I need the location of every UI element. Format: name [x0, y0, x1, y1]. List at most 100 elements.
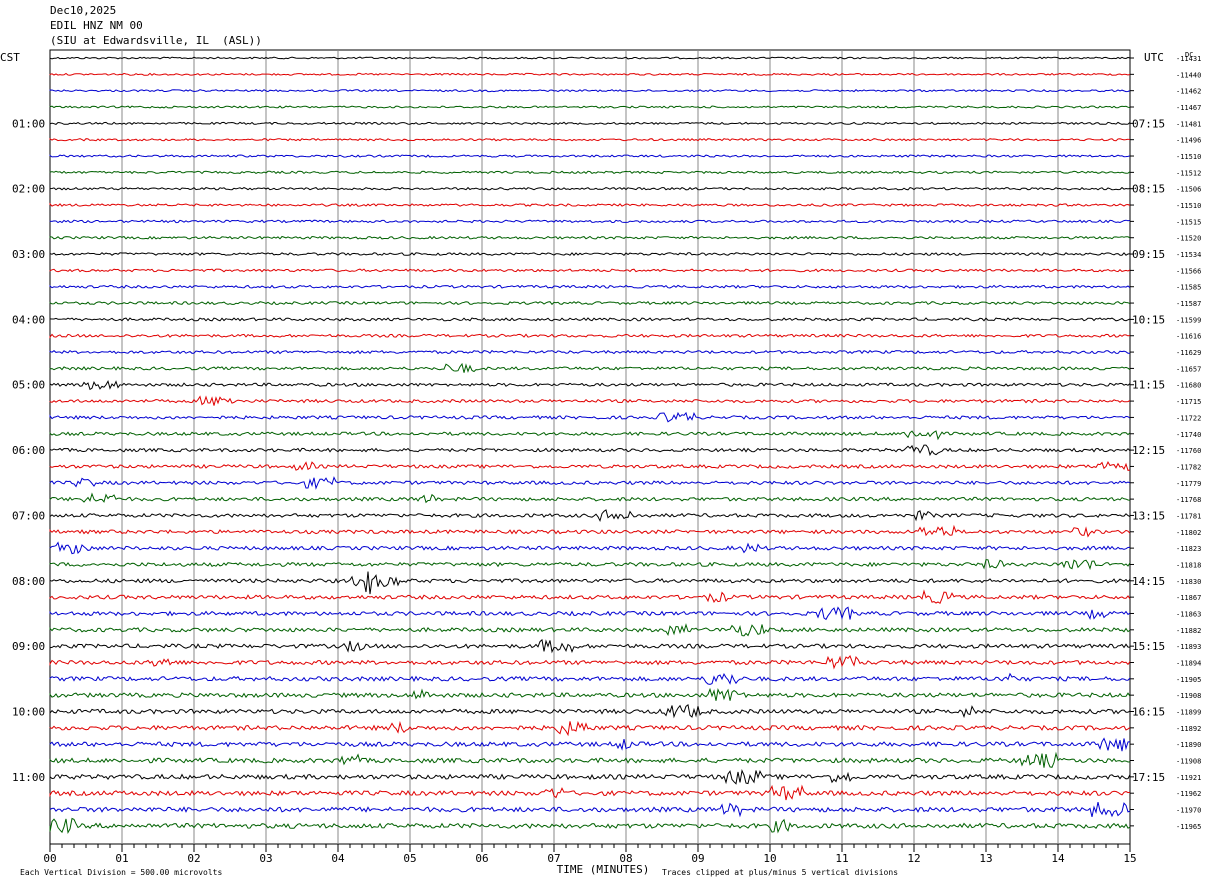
seismic-trace: [49, 380, 1131, 391]
seismic-trace: [49, 606, 1131, 621]
footer-right-note: Traces clipped at plus/minus 5 vertical …: [662, 868, 898, 877]
left-hour-label: 08:00: [12, 575, 45, 588]
x-tick-label: 10: [763, 852, 776, 865]
seismic-trace: [49, 704, 1131, 719]
seismic-trace: [49, 541, 1131, 555]
header-location: (SIU at Edwardsville, IL (ASL)): [50, 34, 262, 47]
dc-offset-label: -11534: [1176, 251, 1201, 259]
dc-offset-label: -11890: [1176, 741, 1201, 749]
dc-offset-label: -11760: [1176, 447, 1201, 455]
right-hour-label: 14:15: [1132, 575, 1165, 588]
dc-offset-label: -11566: [1176, 267, 1201, 275]
dc-offset-label: -11962: [1176, 790, 1201, 798]
dc-offset-label: -11882: [1176, 627, 1201, 635]
x-tick-label: 01: [115, 852, 128, 865]
right-zone-label: UTC: [1144, 51, 1164, 64]
dc-offset-label: -11740: [1176, 431, 1201, 439]
seismic-trace: [49, 817, 1131, 835]
left-hour-label: 06:00: [12, 444, 45, 457]
dc-offset-label: -11715: [1176, 398, 1201, 406]
dc-offset-label: -11431: [1176, 55, 1201, 63]
dc-offset-label: -11587: [1176, 300, 1201, 308]
seismic-trace: [49, 154, 1131, 158]
dc-offset-label: -11481: [1176, 120, 1201, 128]
seismic-trace: [49, 655, 1131, 670]
left-hour-label: 03:00: [12, 248, 45, 261]
seismic-trace: [49, 559, 1131, 571]
seismic-trace: [49, 349, 1130, 355]
seismic-trace: [49, 219, 1131, 224]
seismic-trace: [49, 638, 1130, 654]
seismic-trace: [49, 672, 1131, 685]
dc-offset-label: -11520: [1176, 235, 1201, 243]
dc-offset-label: -11462: [1176, 88, 1201, 96]
dc-offset-label: -11616: [1176, 333, 1201, 341]
seismic-trace: [49, 737, 1131, 752]
x-tick-label: 04: [331, 852, 345, 865]
dc-offset-label: -11921: [1176, 774, 1201, 782]
seismic-trace: [49, 235, 1131, 240]
seismic-trace: [49, 72, 1131, 76]
seismic-trace: [49, 170, 1131, 175]
seismic-trace: [49, 461, 1131, 471]
seismic-trace: [49, 395, 1131, 406]
seismic-trace: [49, 186, 1131, 191]
seismic-trace: [49, 138, 1131, 142]
left-zone-label: CST: [0, 51, 20, 64]
dc-offset-label: -11722: [1176, 414, 1201, 422]
x-axis-title: TIME (MINUTES): [557, 863, 650, 876]
dc-label: DC: [1185, 51, 1193, 59]
dc-offset-label: -11496: [1176, 137, 1201, 145]
seismic-trace: [49, 56, 1131, 60]
x-tick-label: 07: [547, 852, 560, 865]
dc-offset-label: -11802: [1176, 529, 1201, 537]
dc-offset-label: -11863: [1176, 610, 1201, 618]
left-hour-label: 11:00: [12, 771, 45, 784]
dc-offset-label: -11965: [1176, 823, 1201, 831]
x-tick-label: 15: [1123, 852, 1136, 865]
seismic-trace: [49, 105, 1131, 109]
dc-offset-label: -11467: [1176, 104, 1201, 112]
seismic-trace: [49, 769, 1131, 785]
dc-offset-label: -11510: [1176, 202, 1201, 210]
seismic-trace: [49, 317, 1131, 322]
dc-offset-label: -11823: [1176, 545, 1201, 553]
seismic-trace: [49, 524, 1131, 538]
x-tick-label: 03: [259, 852, 272, 865]
dc-offset-label: -11818: [1176, 561, 1201, 569]
seismic-trace: [49, 89, 1131, 93]
right-hour-label: 12:15: [1132, 444, 1165, 457]
seismic-trace: [49, 784, 1131, 801]
left-hour-label: 05:00: [12, 379, 45, 392]
dc-offset-label: -11629: [1176, 349, 1201, 357]
left-hour-label: 04:00: [12, 313, 45, 326]
seismic-trace: [49, 268, 1131, 273]
seismic-trace: [49, 571, 1131, 595]
x-tick-label: 11: [835, 852, 848, 865]
seismic-trace: [49, 687, 1131, 701]
dc-offset-label: -11892: [1176, 725, 1201, 733]
dc-offset-label: -11768: [1176, 496, 1201, 504]
seismic-trace: [49, 202, 1131, 207]
right-hour-label: 08:15: [1132, 183, 1165, 196]
seismic-trace: [49, 333, 1131, 339]
left-hour-label: 10:00: [12, 705, 45, 718]
header-station: EDIL HNZ NM 00: [50, 19, 143, 32]
seismic-trace: [49, 509, 1131, 523]
x-tick-label: 06: [475, 852, 488, 865]
left-hour-label: 09:00: [12, 640, 45, 653]
dc-offset-label: -11894: [1176, 659, 1201, 667]
plot-frame: [49, 49, 1131, 845]
dc-offset-label: -11779: [1176, 480, 1201, 488]
seismic-trace: [49, 589, 1131, 605]
left-hour-label: 07:00: [12, 509, 45, 522]
seismic-trace: [49, 720, 1131, 737]
right-hour-label: 15:15: [1132, 640, 1165, 653]
right-hour-label: 07:15: [1132, 117, 1165, 130]
header-date: Dec10,2025: [50, 4, 117, 17]
dc-offset-label: -11515: [1176, 218, 1201, 226]
right-hour-label: 13:15: [1132, 509, 1165, 522]
footer-left-note: Each Vertical Division = 500.00 microvol…: [20, 868, 222, 877]
dc-offset-label: -11585: [1176, 284, 1201, 292]
